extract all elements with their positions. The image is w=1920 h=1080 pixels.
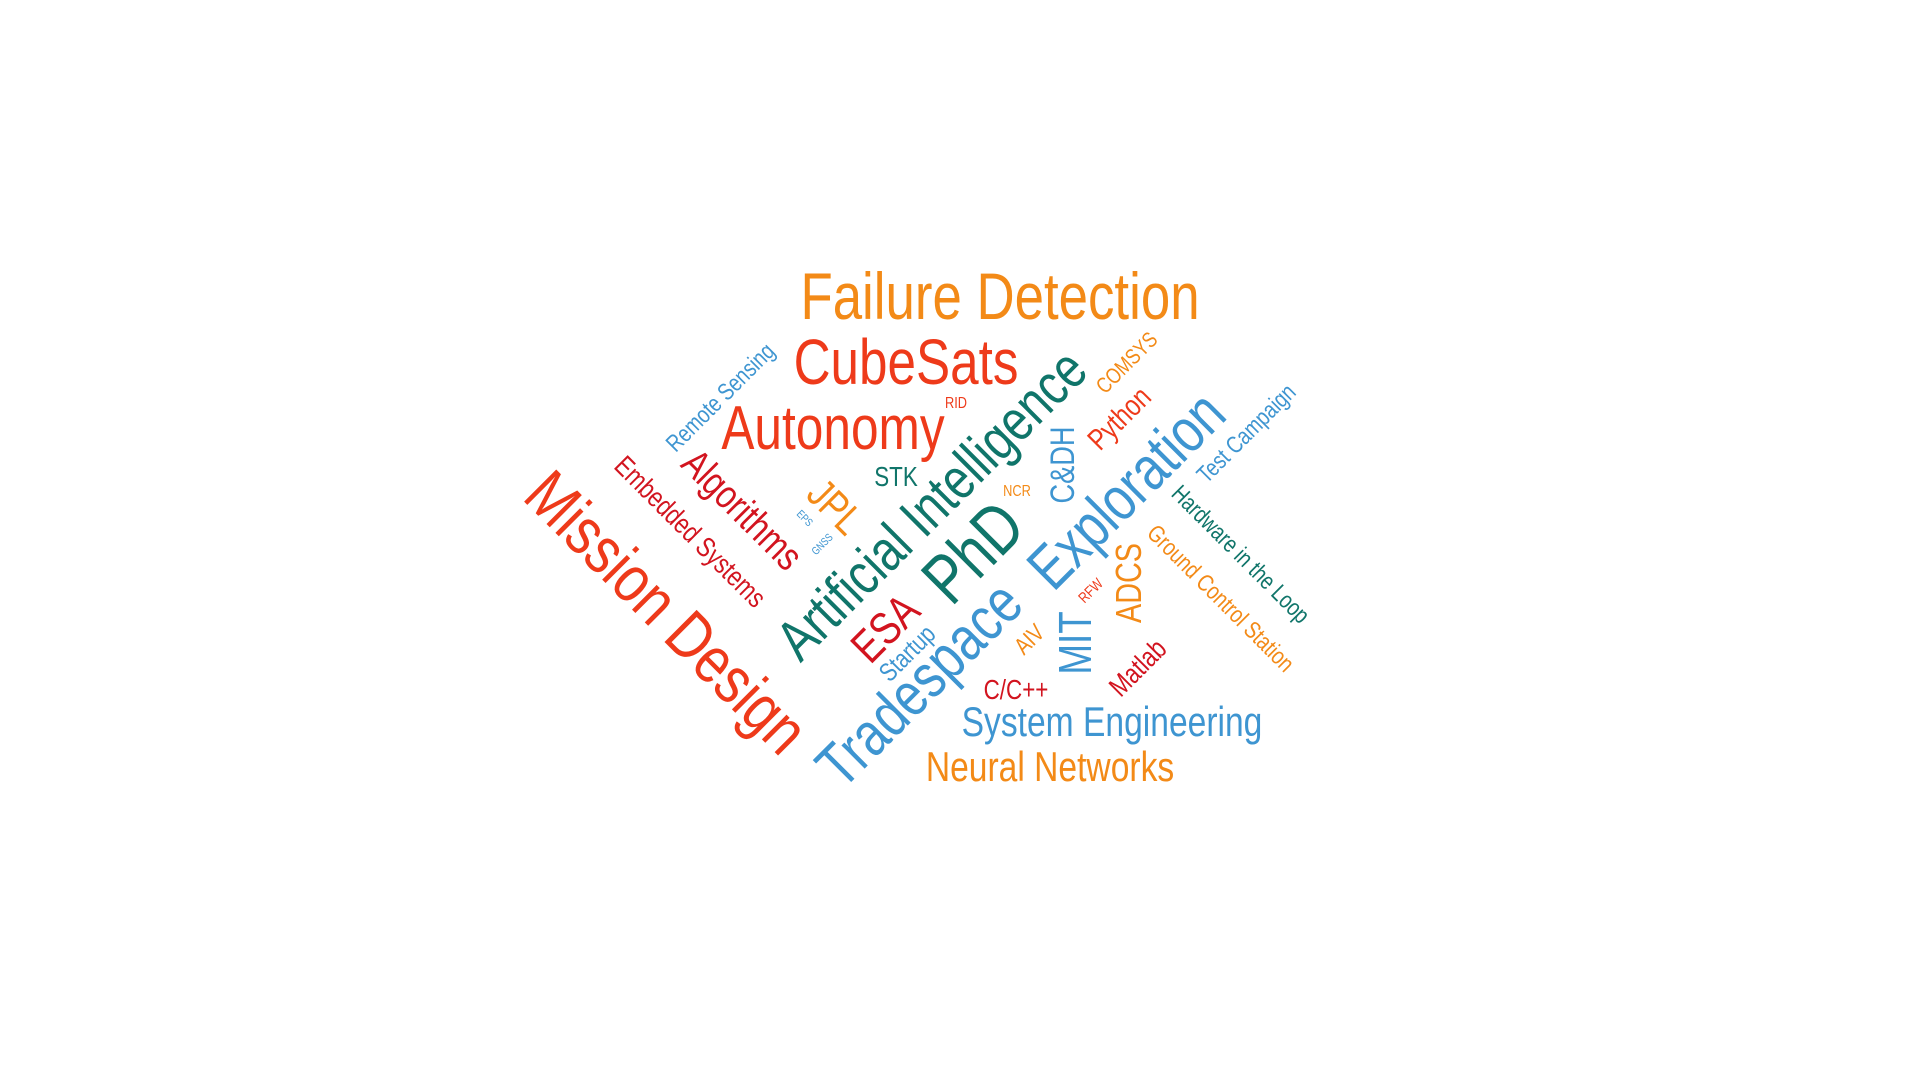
word-mit: MIT bbox=[1049, 611, 1101, 675]
word-matlab: Matlab bbox=[1102, 632, 1173, 703]
word-c-cpp: C/C++ bbox=[983, 674, 1049, 705]
word-failure-detection: Failure Detection bbox=[800, 259, 1200, 333]
word-gnss: GNSS bbox=[809, 531, 836, 558]
word-autonomy: Autonomy bbox=[721, 394, 945, 463]
word-rid: RID bbox=[944, 395, 968, 412]
word-ncr: NCR bbox=[1003, 483, 1031, 500]
word-neural-networks: Neural Networks bbox=[925, 743, 1175, 790]
word-stk: STK bbox=[874, 461, 918, 492]
word-cdh: C&DH bbox=[1044, 426, 1082, 504]
word-cubesats: CubeSats bbox=[793, 326, 1019, 398]
word-system-engineering: System Engineering bbox=[961, 698, 1263, 745]
word-adcs: ADCS bbox=[1108, 542, 1149, 624]
